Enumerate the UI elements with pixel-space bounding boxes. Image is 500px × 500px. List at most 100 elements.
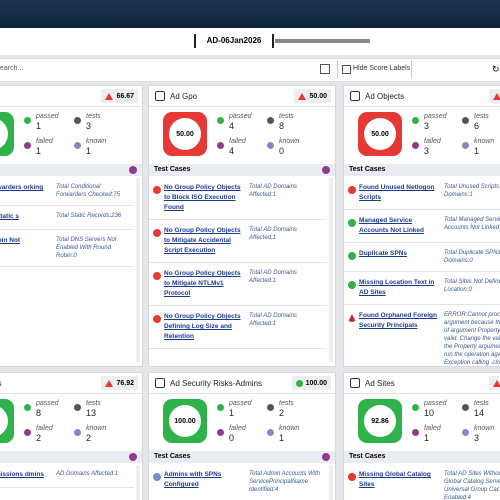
status-icon (153, 473, 161, 481)
status-icon (153, 186, 161, 194)
card-header (0, 86, 142, 107)
stat-icon (217, 117, 224, 124)
stat-value: 3 (474, 433, 480, 443)
stat-icon (217, 404, 224, 411)
stat-icon (462, 142, 469, 149)
score-icon (105, 92, 114, 100)
stat-value: 8 (279, 121, 285, 131)
test-title[interactable]: onal Forwarders orking (0, 184, 44, 191)
card-icon (350, 91, 360, 101)
stat-label: passed (424, 113, 447, 120)
stat-label: failed (36, 138, 53, 145)
stat-icon (412, 404, 419, 411)
stat-value: 3 (424, 146, 430, 156)
card-icon (155, 378, 165, 388)
progress-bar (275, 39, 370, 43)
settings-icon[interactable] (320, 64, 330, 74)
stat-value: 0 (279, 146, 285, 156)
status-icon (348, 219, 356, 227)
test-row: Missing Location Text in AD Sites Total S… (344, 272, 500, 305)
test-title[interactable]: ous Permissions dmins (0, 471, 44, 478)
test-title[interactable]: Missing Global Catalog Sites (359, 471, 431, 488)
stat-value: 1 (86, 146, 92, 156)
status-icon (153, 229, 161, 237)
test-detail: ERROR:Cannot process argument because th… (444, 312, 500, 366)
stat-label: passed (36, 400, 59, 407)
stat-icon (24, 117, 31, 124)
test-detail: Total AD Sites Without Global Catalog Se… (444, 471, 500, 500)
test-title[interactable]: No Group Policy Objects to Mitigate NTLM… (164, 270, 241, 297)
gauge-value (0, 405, 8, 437)
stat-value: 3 (86, 121, 92, 131)
stat-icon (217, 429, 224, 436)
scrollbar (329, 178, 333, 362)
play-icon[interactable] (129, 453, 137, 461)
scrollbar (136, 465, 140, 500)
play-icon[interactable] (129, 166, 137, 174)
status-icon (348, 186, 356, 194)
test-title[interactable]: No Group Policy Objects to Block ISO Exe… (164, 184, 241, 211)
stat-icon (267, 404, 274, 411)
test-title[interactable]: ny DNS Static s (0, 213, 20, 220)
gauge: 50.00 (163, 112, 207, 156)
gauge (0, 112, 14, 156)
score-icon (493, 92, 500, 100)
gauge: 100.00 (163, 399, 207, 443)
test-row: Managed Service Accounts Not Linked Total… (344, 210, 500, 243)
test-row: No Group Policy Objects Defining Log Siz… (149, 306, 327, 349)
test-detail: Total AD Domains Affected:1 (249, 270, 297, 284)
test-title[interactable]: Found Orphaned Foreign Security Principa… (359, 312, 437, 329)
stat-value: 1 (424, 433, 430, 443)
score-icon (105, 379, 114, 387)
test-list: onal Forwarders orking Total Conditional … (0, 177, 134, 366)
status-icon (153, 315, 161, 323)
stat-icon (412, 117, 419, 124)
test-title[interactable]: Managed Service Accounts Not Linked (359, 217, 425, 234)
play-icon[interactable] (322, 453, 330, 461)
card-title: Ad Security Risks-Admins (170, 378, 263, 388)
score-icon (295, 379, 303, 387)
gauge-value: 50.00 (364, 118, 396, 150)
test-detail: AD Domains Affected:1 (56, 471, 119, 477)
test-title[interactable]: Found Unused Netlogon Scripts (359, 184, 435, 201)
stat-icon (412, 142, 419, 149)
test-detail: Total Static Records:236 (56, 213, 122, 219)
gauge-value: 92.86 (364, 405, 396, 437)
search-box[interactable]: earch... (0, 65, 24, 72)
test-cases-header: Test Cases (149, 164, 335, 176)
checkbox[interactable] (342, 65, 351, 74)
test-row: Missing Global Catalog Sites Total AD Sit… (344, 464, 500, 500)
test-row: Found Unused Netlogon Scripts Total Unuse… (344, 177, 500, 210)
stat-icon (267, 117, 274, 124)
test-title[interactable]: No Group Policy Objects Defining Log Siz… (164, 313, 241, 340)
test-list: Admins with SPNs Configured Total Admin A… (149, 464, 327, 500)
score-badge: 50.00 (489, 89, 500, 103)
stat-value: 0 (229, 433, 235, 443)
test-title[interactable]: Missing Location Text in AD Sites (359, 279, 435, 296)
stat-value: 2 (279, 408, 285, 418)
status-icon (348, 314, 356, 322)
score: 50.00 (309, 92, 327, 100)
test-row: ny DNS Static s Total Static Records:236 (0, 206, 134, 230)
stat-value: 1 (474, 146, 480, 156)
test-title[interactable]: Duplicate SPNs (359, 250, 408, 257)
test-title[interactable]: ound-Robin Not (0, 237, 21, 244)
play-icon[interactable] (322, 166, 330, 174)
stat-icon (462, 117, 469, 124)
date-bar (0, 28, 500, 55)
test-detail: Total Managed Service Accounts Not Linke… (444, 217, 500, 231)
test-title[interactable]: Admins with SPNs Configured (164, 471, 222, 488)
test-title[interactable]: No Group Policy Objects to Mitigate Acci… (164, 227, 241, 254)
test-row: Duplicate SPNs Total Duplicate SPNs in Do… (344, 243, 500, 272)
stat-label: known (279, 138, 300, 145)
score-icon (298, 92, 307, 100)
test-detail: Total DNS Servers Not Enabled With Round… (56, 237, 117, 259)
refresh-icon[interactable]: ↻ (492, 64, 500, 74)
checkbox-label[interactable]: Hide Score Labels (353, 65, 411, 72)
test-detail: Total Conditional Forwarders Checked:75 (56, 184, 121, 198)
stat-label: passed (36, 113, 59, 120)
test-cases-header: Test Cases (0, 164, 142, 176)
stat-value: 2 (36, 433, 42, 443)
stat-label: known (279, 425, 300, 432)
